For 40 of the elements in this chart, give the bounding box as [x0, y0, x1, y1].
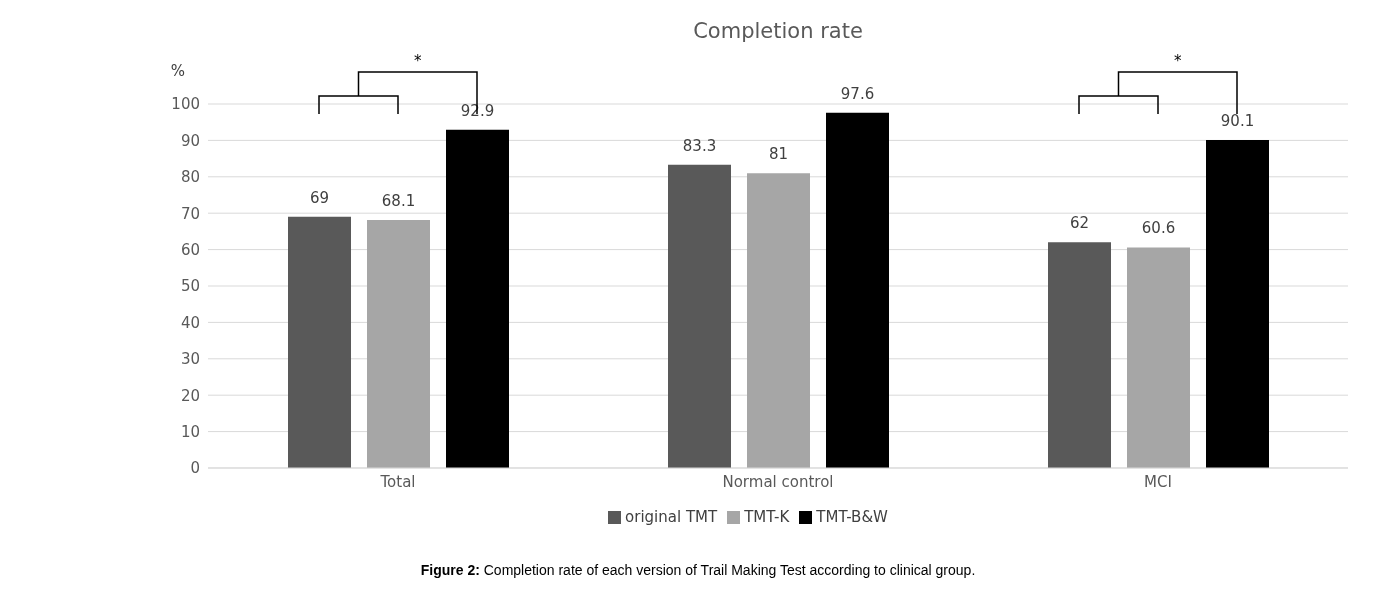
x-tick-label: MCI [1144, 472, 1172, 491]
data-label: 69 [309, 188, 330, 207]
data-label: 62 [1069, 214, 1090, 233]
bar [1206, 140, 1269, 468]
bar [747, 173, 810, 468]
y-tick-label: 10 [180, 422, 200, 441]
legend-label: TMT-B&W [816, 508, 888, 526]
bar [826, 112, 889, 468]
y-tick-label: 30 [180, 350, 200, 369]
data-label: 83.3 [682, 136, 717, 155]
y-tick-label: 100 [171, 95, 200, 114]
y-tick-label: 0 [190, 459, 200, 478]
bar [668, 164, 731, 468]
y-tick-label: 70 [180, 204, 200, 223]
bar [446, 129, 509, 468]
y-tick-label: 50 [180, 277, 200, 296]
data-label: 97.6 [840, 84, 875, 103]
legend-label: original TMT [625, 508, 718, 526]
x-tick-label: Normal control [722, 472, 834, 491]
y-axis-title: % [170, 62, 186, 80]
x-tick-label: Total [379, 472, 416, 491]
legend-label: TMT-K [744, 508, 790, 526]
y-tick-label: 80 [180, 168, 200, 187]
chart-title: Completion rate [693, 19, 863, 43]
bar [1127, 247, 1190, 468]
data-label: 92.9 [460, 101, 495, 120]
data-label: 90.1 [1220, 112, 1255, 131]
bar [367, 220, 430, 468]
data-label: 81 [768, 145, 789, 164]
text: * [414, 52, 422, 70]
y-tick-label: 20 [180, 386, 200, 405]
data-label: 60.6 [1141, 219, 1176, 238]
bar [1048, 242, 1111, 468]
data-label: 68.1 [381, 192, 416, 211]
text: * [1174, 52, 1182, 70]
bar [288, 216, 351, 468]
caption: Figure 2: Completion rate of each version of Trail Making Test according to clinical group. [419, 562, 977, 578]
y-tick-label: 90 [180, 131, 200, 150]
y-tick-label: 60 [180, 240, 200, 259]
y-tick-label: 40 [180, 313, 200, 332]
